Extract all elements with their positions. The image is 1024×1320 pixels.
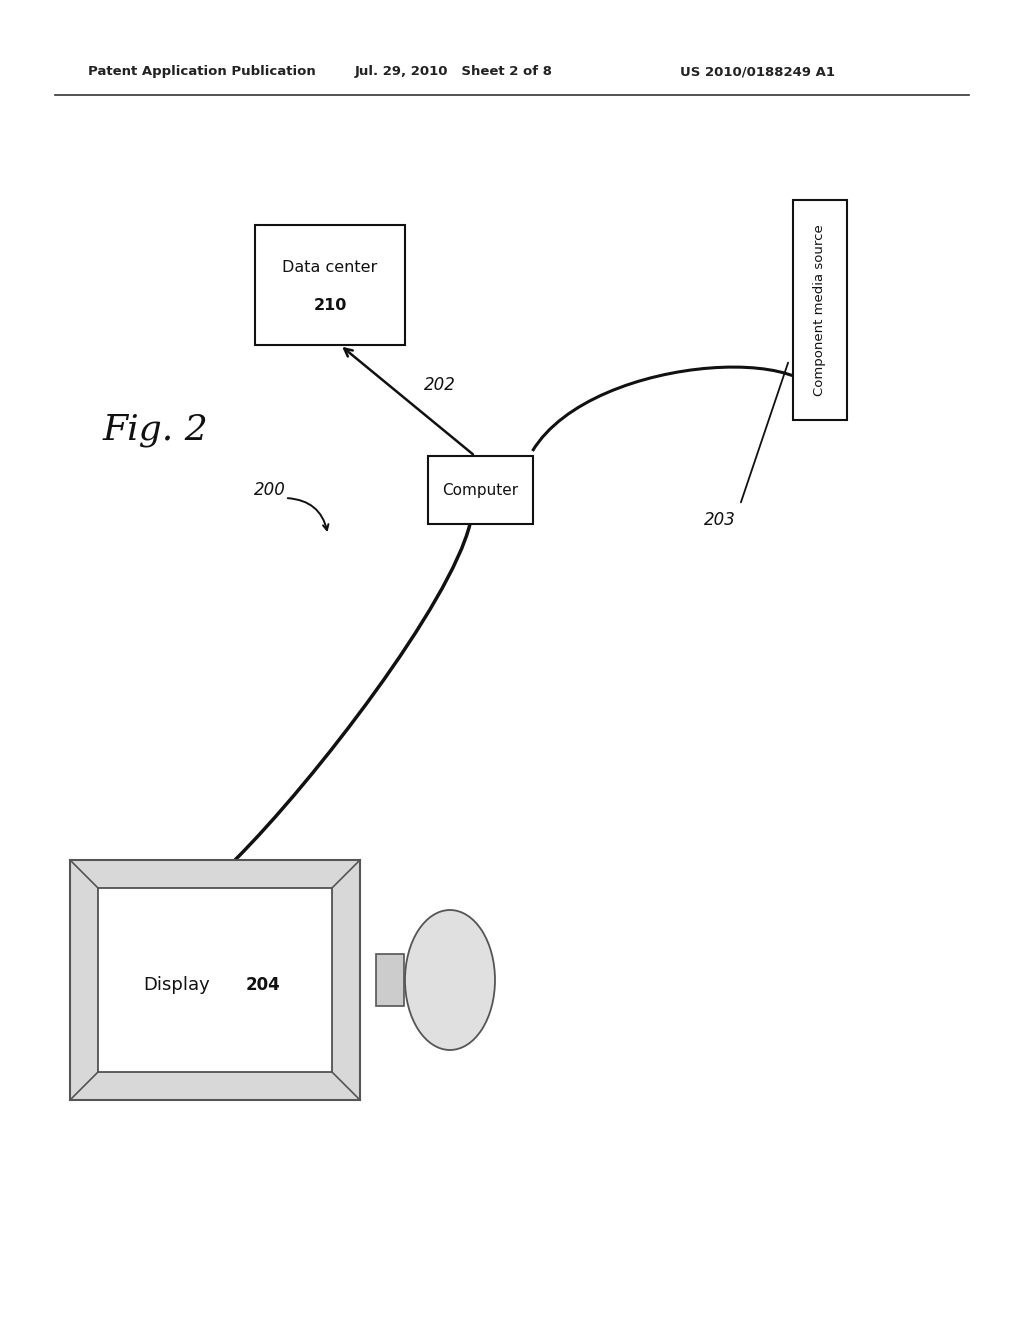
Bar: [427, 455, 532, 524]
Text: Fig. 2: Fig. 2: [102, 413, 208, 447]
Ellipse shape: [406, 909, 495, 1049]
Text: 210: 210: [313, 297, 347, 313]
Text: Patent Application Publication: Patent Application Publication: [88, 66, 315, 78]
Bar: [255, 224, 406, 345]
Text: Data center: Data center: [283, 260, 378, 275]
Bar: [98, 888, 332, 1072]
Text: 204: 204: [246, 975, 281, 994]
Text: 202: 202: [424, 376, 456, 393]
Text: Display: Display: [143, 975, 210, 994]
Bar: [793, 201, 847, 420]
Bar: [376, 954, 404, 1006]
Text: Component media source: Component media source: [813, 224, 826, 396]
Text: Jul. 29, 2010   Sheet 2 of 8: Jul. 29, 2010 Sheet 2 of 8: [355, 66, 553, 78]
Text: US 2010/0188249 A1: US 2010/0188249 A1: [680, 66, 835, 78]
Text: 200: 200: [254, 480, 286, 499]
Text: Computer: Computer: [442, 483, 518, 498]
Bar: [70, 861, 360, 1100]
Text: 203: 203: [705, 511, 736, 529]
